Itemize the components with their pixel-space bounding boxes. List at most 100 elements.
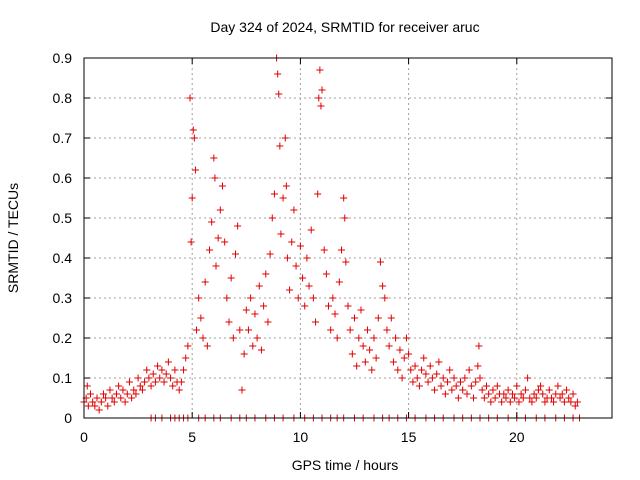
y-tick-label: 0.9 [53,50,73,66]
data-point [325,302,333,310]
data-point [383,326,391,334]
data-point [195,294,203,302]
y-tick-label: 0.3 [53,290,73,306]
data-point [211,174,219,182]
data-point [169,382,177,390]
data-point [240,350,248,358]
data-point [521,386,529,394]
data-point [143,366,151,374]
data-point [474,362,482,370]
data-point [341,214,349,222]
data-point [288,238,296,246]
data-point [158,366,166,374]
data-point [151,378,159,386]
data-point [348,350,356,358]
data-point [314,190,322,198]
data-point [353,362,361,370]
data-point [470,394,478,402]
data-point [187,238,195,246]
data-point [115,382,123,390]
plot-frame [83,57,613,419]
data-point [418,366,426,374]
data-point [147,382,155,390]
data-point [227,274,235,282]
data-point [229,334,237,342]
data-point [394,366,402,374]
data-point [270,190,278,198]
data-point [454,394,462,402]
data-point [266,250,274,258]
data-point [189,126,197,134]
data-point [275,90,283,98]
data-point [539,390,547,398]
data-point [315,94,323,102]
data-point [234,222,242,230]
data-point [177,378,185,386]
data-point [283,254,291,262]
data-point [472,378,480,386]
data-point [537,382,545,390]
data-point [441,390,449,398]
data-point [309,294,317,302]
data-point [379,282,387,290]
data-point [534,386,542,394]
data-point [119,386,127,394]
data-point [286,286,294,294]
y-tick-label: 0.2 [53,330,73,346]
data-point [164,358,172,366]
data-point [307,226,315,234]
data-point [95,406,103,414]
data-point [138,386,146,394]
data-point [381,294,389,302]
data-point [197,314,205,322]
data-point [99,390,107,398]
x-tick-label: 0 [80,429,88,445]
data-point [167,374,175,382]
data-point [199,334,207,342]
data-point [255,282,263,290]
y-tick-label: 0.4 [53,250,73,266]
data-point [573,398,581,406]
data-point [253,334,261,342]
data-point [556,394,564,402]
data-point [517,390,525,398]
data-point [188,194,196,202]
data-point [203,342,211,350]
y-tick-label: 0.8 [53,90,73,106]
data-point [247,294,255,302]
data-point [329,294,337,302]
data-point [545,386,553,394]
data-point [387,314,395,322]
data-point [145,374,153,382]
data-point [502,394,510,402]
y-tick-label: 0.6 [53,170,73,186]
chart-title: Day 324 of 2024, SRMTID for receiver aru… [210,19,479,35]
data-point [89,398,97,406]
x-tick-label: 15 [401,429,417,445]
data-point [190,134,198,142]
data-point [221,238,229,246]
data-point [552,390,560,398]
data-point [363,326,371,334]
data-point [201,278,209,286]
data-point [132,390,140,398]
data-point [128,394,136,402]
y-axis-label: SRMTID / TECUs [5,183,21,293]
data-point [274,70,282,78]
data-point [312,318,320,326]
data-point [214,234,222,242]
data-point [102,394,110,402]
data-point [435,358,443,366]
data-point [506,398,514,406]
data-point [231,250,239,258]
data-point [342,258,350,266]
data-point [130,386,138,394]
data-point [450,374,458,382]
data-point [550,398,558,406]
data-point [97,398,105,406]
data-point [242,306,250,314]
data-point [303,254,311,262]
data-point [439,374,447,382]
